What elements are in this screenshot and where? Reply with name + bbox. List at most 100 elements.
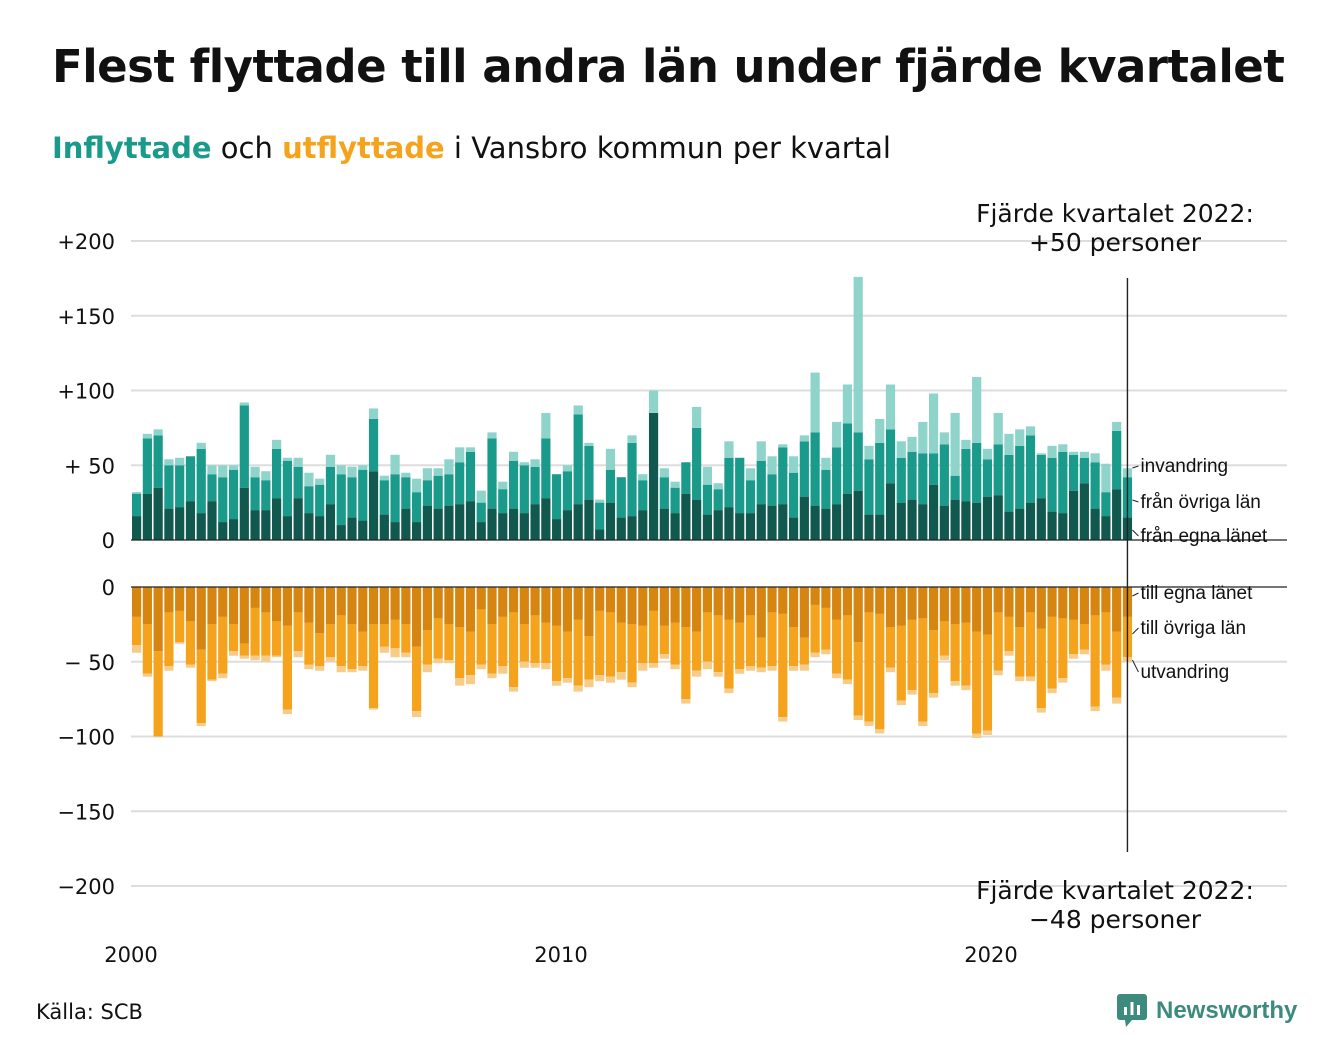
bar-out-till-övriga-län bbox=[164, 612, 174, 667]
bar-out-utvandring bbox=[1015, 676, 1025, 682]
bar-out-till-egna-länet bbox=[918, 587, 928, 619]
bar-in-från-egna-länet bbox=[164, 508, 174, 541]
bar-in-invandring bbox=[304, 472, 314, 487]
bar-in-från-övriga-län bbox=[627, 442, 637, 517]
bar-out-utvandring bbox=[1025, 676, 1036, 682]
bar-out-utvandring bbox=[336, 666, 346, 673]
bar-in-från-övriga-län bbox=[293, 466, 303, 499]
bar-out-till-egna-länet bbox=[605, 587, 616, 613]
bar-in-invandring bbox=[164, 459, 174, 466]
bar-out-till-övriga-län bbox=[950, 624, 960, 682]
bar-out-utvandring bbox=[175, 642, 185, 644]
bar-in-från-egna-länet bbox=[412, 522, 422, 540]
bar-out-till-egna-länet bbox=[272, 587, 282, 622]
bar-in-invandring bbox=[982, 448, 993, 460]
bar-in-från-egna-länet bbox=[745, 513, 756, 540]
bar-in-från-övriga-län bbox=[185, 456, 196, 502]
bar-out-till-egna-länet bbox=[681, 587, 691, 628]
bar-in-invandring bbox=[1015, 429, 1025, 446]
bar-out-till-övriga-län bbox=[896, 625, 906, 701]
bar-in-invandring bbox=[347, 466, 357, 478]
bar-in-invandring bbox=[1079, 451, 1089, 458]
bar-out-utvandring bbox=[950, 681, 960, 686]
bar-out-utvandring bbox=[778, 717, 788, 722]
bar-in-från-egna-länet bbox=[218, 522, 228, 540]
bar-out-till-övriga-län bbox=[1015, 627, 1025, 677]
bar-out-till-övriga-län bbox=[293, 612, 303, 652]
bar-in-från-övriga-län bbox=[896, 457, 906, 503]
bar-out-till-egna-länet bbox=[939, 587, 949, 622]
bar-out-till-egna-länet bbox=[724, 587, 734, 620]
bar-out-utvandring bbox=[519, 661, 529, 668]
bar-in-från-egna-länet bbox=[207, 501, 217, 540]
bar-in-från-egna-länet bbox=[272, 498, 282, 540]
bar-out-till-egna-länet bbox=[810, 587, 820, 605]
bar-in-från-egna-länet bbox=[368, 471, 379, 540]
bar-out-till-egna-länet bbox=[853, 587, 863, 643]
bar-in-från-egna-länet bbox=[185, 501, 196, 540]
bar-out-till-övriga-län bbox=[638, 625, 648, 664]
bar-out-utvandring bbox=[821, 649, 831, 655]
bar-in-invandring bbox=[950, 412, 960, 476]
bar-out-utvandring bbox=[605, 676, 616, 683]
y-tick-label-top: 0 bbox=[102, 529, 115, 553]
bar-in-invandring bbox=[659, 468, 669, 478]
bar-out-till-egna-länet bbox=[584, 587, 594, 637]
bar-out-till-övriga-län bbox=[713, 615, 723, 673]
bar-in-från-egna-länet bbox=[175, 507, 185, 540]
bar-out-utvandring bbox=[218, 673, 228, 679]
y-tick-label-top: +150 bbox=[57, 305, 115, 329]
bar-out-utvandring bbox=[401, 652, 411, 658]
bar-in-från-övriga-län bbox=[1101, 492, 1111, 517]
bar-in-från-egna-länet bbox=[142, 493, 152, 540]
bar-out-utvandring bbox=[1079, 649, 1089, 655]
annotation-bottom-line2: −48 personer bbox=[1029, 905, 1202, 934]
bar-in-från-egna-länet bbox=[444, 505, 454, 541]
subtitle-utflyttade: utflyttade bbox=[282, 131, 445, 165]
bar-out-till-övriga-län bbox=[864, 612, 874, 722]
bar-out-till-egna-länet bbox=[1004, 587, 1014, 617]
bar-out-utvandring bbox=[1068, 654, 1079, 659]
bar-out-utvandring bbox=[1112, 697, 1122, 704]
bar-out-till-övriga-län bbox=[756, 637, 766, 668]
bar-out-utvandring bbox=[788, 666, 799, 671]
bar-out-utvandring bbox=[692, 670, 702, 677]
bar-out-utvandring bbox=[228, 651, 239, 656]
bar-out-till-egna-länet bbox=[487, 587, 497, 625]
bar-out-utvandring bbox=[1058, 678, 1068, 683]
bar-out-utvandring bbox=[982, 730, 993, 736]
bar-in-från-övriga-län bbox=[950, 475, 960, 500]
bar-in-från-egna-länet bbox=[1047, 511, 1057, 541]
series-label-leader-top bbox=[1132, 465, 1139, 469]
bar-out-till-övriga-län bbox=[648, 610, 659, 664]
bar-in-från-egna-länet bbox=[315, 516, 325, 540]
bar-out-till-övriga-län bbox=[412, 646, 422, 712]
bar-in-invandring bbox=[390, 454, 400, 475]
bar-out-utvandring bbox=[724, 688, 734, 694]
bar-in-från-övriga-län bbox=[207, 474, 217, 502]
bar-out-till-övriga-län bbox=[325, 624, 336, 658]
bar-in-från-övriga-län bbox=[498, 489, 508, 514]
bar-in-från-egna-länet bbox=[347, 517, 357, 541]
bar-in-från-egna-länet bbox=[939, 505, 949, 541]
bar-out-till-övriga-län bbox=[422, 630, 432, 665]
bar-out-till-övriga-län bbox=[358, 631, 368, 667]
bar-out-till-egna-länet bbox=[164, 587, 174, 613]
bar-in-invandring bbox=[465, 447, 476, 452]
bar-in-från-övriga-län bbox=[304, 486, 314, 514]
bar-in-invandring bbox=[918, 421, 928, 454]
bar-out-till-övriga-län bbox=[487, 624, 497, 674]
bar-out-till-egna-länet bbox=[928, 587, 939, 631]
bar-in-från-övriga-län bbox=[142, 438, 152, 494]
bar-in-invandring bbox=[368, 408, 379, 419]
subtitle-inflyttade: Inflyttade bbox=[52, 131, 212, 165]
bar-out-utvandring bbox=[939, 655, 949, 661]
bar-out-utvandring bbox=[541, 663, 551, 670]
bar-out-utvandring bbox=[756, 667, 766, 673]
bar-in-invandring bbox=[508, 451, 519, 461]
bar-out-till-övriga-län bbox=[993, 612, 1003, 671]
newsworthy-logo-icon bbox=[1117, 994, 1147, 1027]
bar-in-invandring bbox=[175, 457, 185, 466]
bar-in-invandring bbox=[692, 406, 702, 428]
